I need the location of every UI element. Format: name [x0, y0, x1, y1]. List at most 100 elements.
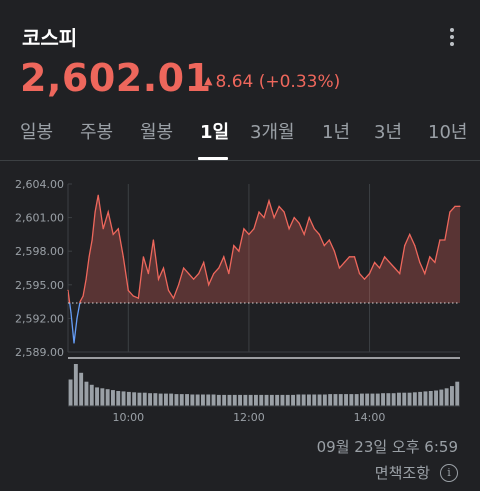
- price-point: [122, 256, 124, 258]
- price-point: [117, 228, 119, 230]
- y-tick-label: 2,601.00: [15, 212, 64, 225]
- volume-bar: [264, 394, 269, 406]
- price-point: [323, 245, 325, 247]
- tab-monthly[interactable]: 월봉: [140, 122, 174, 143]
- y-tick-label: 2,595.00: [15, 279, 64, 292]
- volume-bar: [105, 389, 110, 406]
- price-point: [278, 205, 280, 207]
- price-point: [147, 273, 149, 275]
- price-point: [404, 245, 406, 247]
- price-point: [303, 233, 305, 235]
- volume-bar: [360, 393, 364, 406]
- volume-bar: [381, 393, 385, 406]
- intraday-chart[interactable]: 2,604.00 2,601.00 2,598.00 2,595.00 2,592.00…: [0, 170, 480, 425]
- tab-1year[interactable]: 1년: [322, 122, 351, 143]
- volume-bar: [164, 393, 168, 406]
- price-point: [127, 289, 129, 291]
- volume-bar: [423, 391, 428, 406]
- volume-bar: [243, 394, 248, 406]
- y-tick-label: 2,592.00: [15, 312, 64, 325]
- price-point: [67, 289, 69, 291]
- price-point: [253, 228, 255, 230]
- info-icon[interactable]: i: [440, 463, 458, 482]
- price-change: ▲ 8.64 (+0.33%): [204, 72, 340, 92]
- price-point: [293, 217, 295, 219]
- price-point: [368, 273, 371, 275]
- price-point: [318, 233, 320, 235]
- price-point: [97, 194, 99, 196]
- disclaimer-link[interactable]: 면책조항 i: [375, 462, 458, 483]
- volume-bar: [328, 394, 333, 406]
- price-point: [73, 342, 75, 344]
- volume-bar: [169, 393, 174, 406]
- volume-bar: [153, 393, 158, 406]
- volume-bar: [317, 394, 322, 406]
- price-point: [218, 267, 220, 269]
- tab-3years[interactable]: 3년: [374, 122, 403, 143]
- price-point: [384, 256, 386, 258]
- price-point: [343, 261, 345, 263]
- volume-bar: [111, 390, 115, 406]
- volume-bar: [444, 388, 449, 406]
- volume-bar: [285, 394, 290, 406]
- y-tick-label: 2,589.00: [15, 346, 64, 359]
- price-point: [132, 295, 134, 297]
- tab-weekly[interactable]: 주봉: [80, 122, 114, 143]
- price-area-up: [68, 195, 460, 304]
- volume-bar: [126, 391, 131, 406]
- price-point: [308, 217, 310, 219]
- tab-10years[interactable]: 10년: [428, 122, 468, 143]
- volume-bar: [206, 394, 211, 406]
- price-point: [172, 297, 175, 299]
- price-point: [258, 211, 260, 213]
- tab-daily[interactable]: 일봉: [20, 122, 54, 143]
- volume-bar: [291, 394, 295, 406]
- volume-bar: [227, 394, 232, 406]
- volume-bar: [259, 394, 264, 406]
- volume-bar: [254, 394, 258, 406]
- volume-bar: [89, 384, 94, 406]
- volume-bar: [391, 393, 396, 406]
- volume-bar: [333, 394, 338, 406]
- volume-bar: [216, 394, 221, 406]
- tab-3months[interactable]: 3개월: [250, 122, 295, 143]
- price-point: [379, 267, 381, 269]
- tab-1day[interactable]: 1일: [200, 122, 230, 143]
- price-point: [444, 239, 446, 241]
- price-point: [88, 256, 90, 258]
- price-point: [283, 211, 285, 213]
- price-point: [454, 205, 456, 207]
- tabs-divider: [0, 160, 480, 161]
- volume-bar: [95, 387, 99, 406]
- price-point: [424, 273, 426, 275]
- volume-bar: [365, 393, 370, 406]
- index-title: 코스피: [22, 26, 78, 50]
- y-tick-label: 2,598.00: [15, 245, 64, 258]
- price-point: [79, 301, 81, 303]
- volume-bar: [455, 381, 460, 406]
- volume-bar: [201, 394, 205, 406]
- volume-bar: [232, 394, 237, 406]
- price-point: [91, 239, 93, 241]
- update-timestamp: 09월 23일 오후 6:59: [316, 438, 458, 456]
- price-point: [394, 267, 396, 269]
- price-point: [449, 211, 451, 213]
- volume-bar: [450, 386, 454, 406]
- price-point: [82, 295, 84, 297]
- x-tick-label: 14:00: [354, 411, 386, 424]
- volume-bar: [407, 392, 412, 406]
- triangle-up-icon: ▲: [204, 74, 213, 87]
- volume-bar: [174, 394, 179, 406]
- price-point: [399, 273, 401, 275]
- price-point: [363, 278, 366, 280]
- price-point: [429, 256, 431, 258]
- volume-bar: [402, 392, 407, 406]
- price-point: [208, 284, 210, 286]
- more-vert-icon[interactable]: [442, 28, 462, 50]
- volume-bar: [418, 391, 423, 406]
- price-point: [333, 250, 335, 252]
- volume-bar: [428, 391, 433, 406]
- price-point: [157, 278, 160, 280]
- price-point: [248, 233, 250, 235]
- volume-bar: [148, 393, 152, 406]
